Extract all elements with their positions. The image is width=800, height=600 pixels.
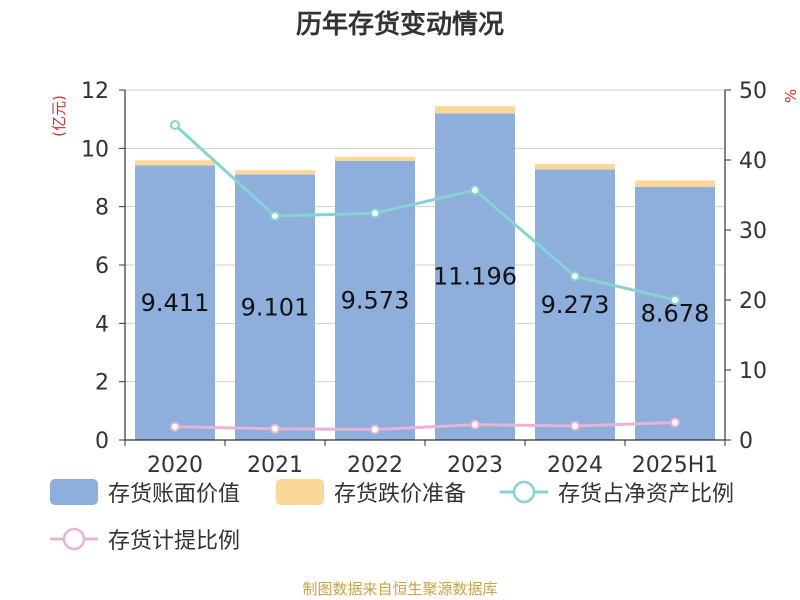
right-tick-label: 0: [739, 429, 753, 454]
right-tick-label: 40: [739, 149, 767, 174]
bar-impairment: [235, 170, 315, 175]
point-provision-ratio: [270, 423, 280, 434]
right-tick-label: 10: [739, 359, 767, 384]
line-net-asset-ratio: [173, 123, 676, 302]
x-tick-label: 2022: [347, 453, 403, 478]
point-provision-ratio: [370, 424, 380, 435]
point-net-asset-ratio: [670, 295, 680, 305]
legend-line-net-asset-ratio: [500, 480, 548, 504]
bar-book-value: [635, 186, 715, 440]
right-tick-label: 30: [739, 219, 767, 244]
point-net-asset-ratio: [570, 271, 580, 282]
left-tick-label: 8: [95, 196, 109, 221]
bar-book-value: [135, 165, 215, 440]
point-provision-ratio: [670, 417, 680, 428]
left-tick-label: 2: [95, 371, 109, 396]
bar-value-label: 9.411: [141, 289, 210, 317]
bar-impairment: [135, 160, 215, 166]
bar-value-label: 11.196: [433, 263, 517, 291]
bar-impairment: [335, 156, 415, 161]
left-tick-label: 0: [95, 429, 109, 454]
footer-source: 制图数据来自恒生聚源数据库: [302, 580, 498, 598]
legend-label-net-asset-ratio: 存货占净资产比例: [558, 482, 735, 507]
legend-swatch-impairment: [276, 479, 324, 505]
bar-value-label: 9.101: [241, 293, 310, 321]
right-tick-label: 50: [739, 79, 767, 104]
legend-item-provision-ratio[interactable]: 存货计提比例: [50, 523, 240, 555]
x-tick-label: 2025H1: [632, 453, 719, 478]
legend-item-net-asset-ratio[interactable]: 存货占净资产比例: [500, 476, 734, 508]
point-provision-ratio: [470, 419, 480, 430]
left-tick-label: 4: [95, 312, 109, 337]
x-tick-label: 2020: [147, 453, 203, 478]
legend-swatch-book-value: [50, 479, 98, 505]
legend-label-provision-ratio: 存货计提比例: [108, 529, 241, 554]
bar-impairment: [535, 163, 615, 170]
point-net-asset-ratio: [470, 185, 480, 196]
left-axis-label: (亿元): [50, 95, 68, 137]
bar-book-value: [435, 113, 515, 440]
right-axis-label: %: [782, 89, 800, 103]
bar-value-label: 9.573: [341, 286, 410, 314]
bar-impairment: [435, 106, 515, 114]
chart-title: 历年存货变动情况: [295, 10, 504, 40]
legend-label-book-value: 存货账面价值: [108, 482, 241, 507]
point-net-asset-ratio: [170, 120, 180, 130]
legend-item-impairment[interactable]: 存货跌价准备: [276, 476, 466, 508]
point-net-asset-ratio: [370, 208, 380, 219]
bar-value-label: 9.273: [541, 291, 610, 319]
x-tick-label: 2023: [447, 453, 503, 478]
x-tick-label: 2024: [547, 453, 603, 478]
left-tick-label: 12: [81, 79, 109, 104]
legend-item-book-value[interactable]: 存货账面价值: [50, 476, 240, 508]
right-tick-label: 20: [739, 289, 767, 314]
line-provision-ratio: [174, 421, 676, 432]
bar-book-value: [535, 169, 615, 440]
x-tick-label: 2021: [247, 453, 303, 478]
left-tick-label: 10: [81, 137, 109, 162]
point-provision-ratio: [170, 421, 180, 432]
left-tick-label: 6: [95, 254, 109, 279]
legend-label-impairment: 存货跌价准备: [334, 482, 467, 507]
point-net-asset-ratio: [270, 211, 280, 221]
point-provision-ratio: [570, 421, 580, 431]
bar-impairment: [635, 180, 715, 187]
legend-line-provision-ratio: [50, 527, 98, 551]
